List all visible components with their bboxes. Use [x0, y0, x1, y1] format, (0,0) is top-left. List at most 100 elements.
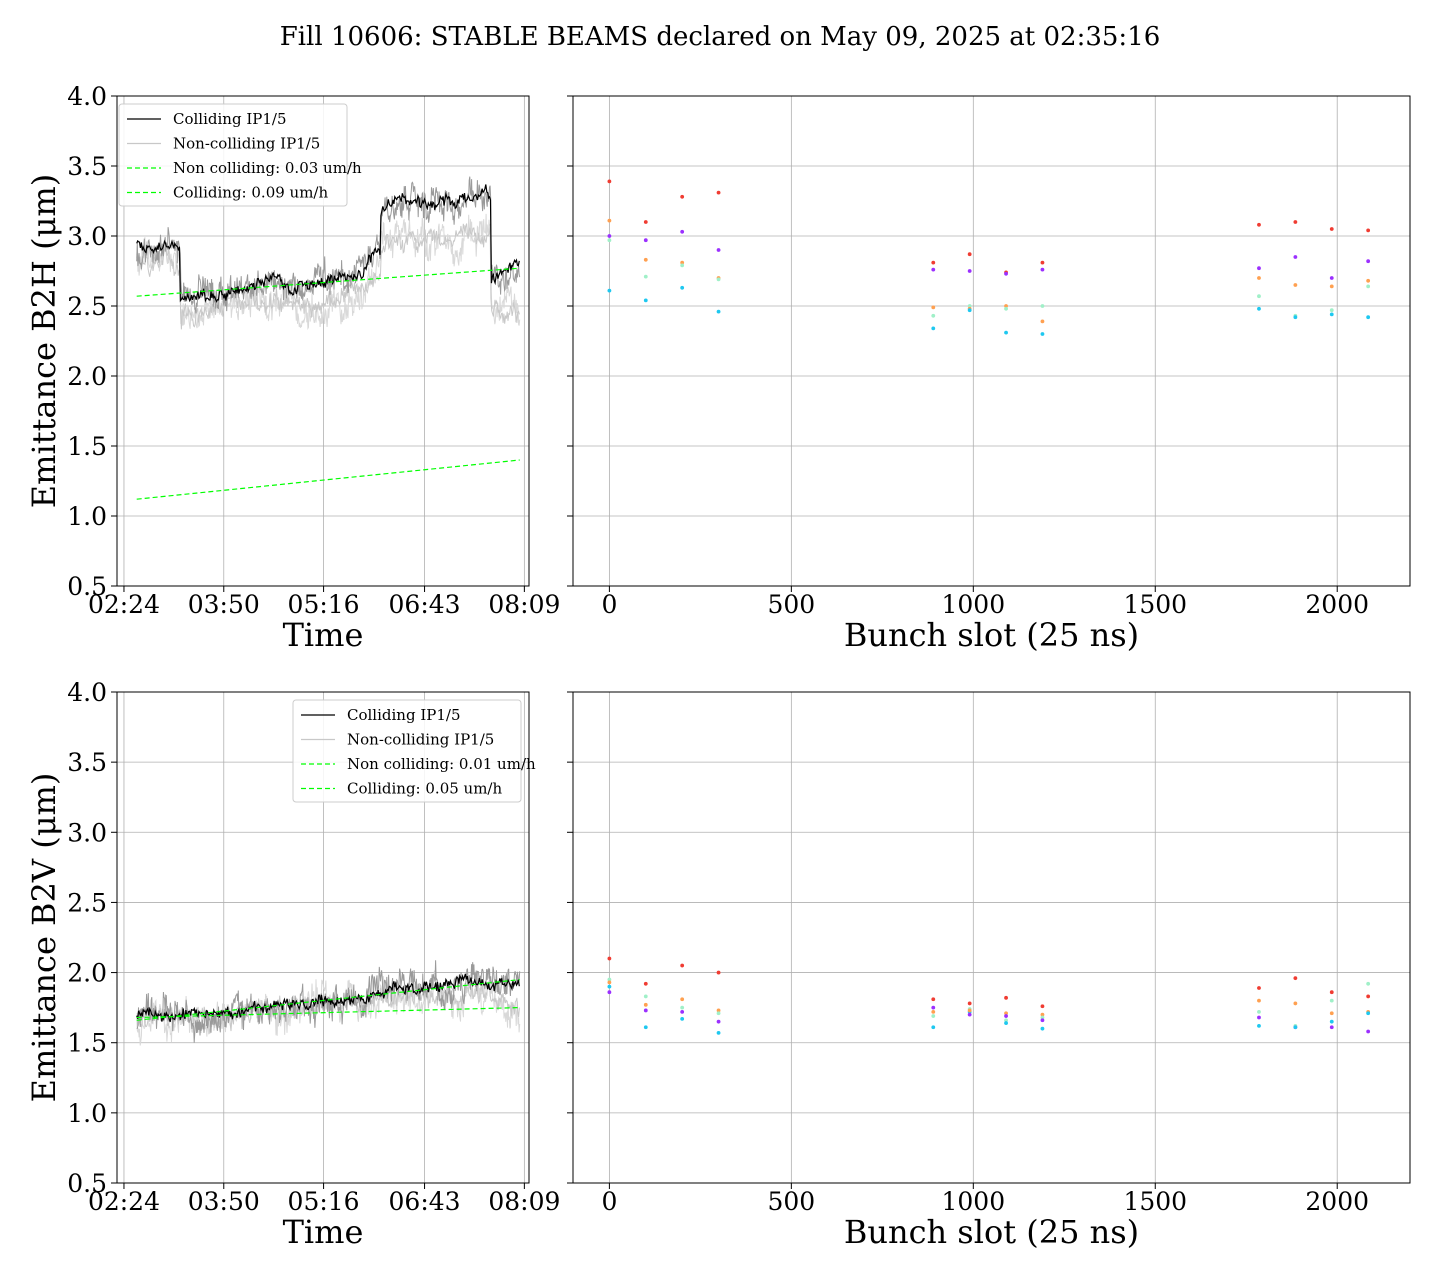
- b2v_bunch-point: [1004, 1011, 1008, 1016]
- b2h_bunch-point: [607, 238, 612, 243]
- b2h_time-fit-line-2: [136, 267, 520, 297]
- b2h_bunch-point: [1257, 266, 1261, 271]
- b2h_time-ytick-label: 2.5: [67, 292, 107, 321]
- b2v_bunch-point: [680, 1005, 685, 1010]
- b2h_time-legend-label: Colliding IP1/5: [173, 110, 287, 128]
- b2h_time-ytick-label: 3.0: [67, 222, 107, 251]
- b2v_bunch-xtick-label: 0: [601, 1187, 617, 1216]
- b2v_bunch-xtick-label: 2000: [1305, 1187, 1369, 1216]
- b2h_time-ylabel: Emittance B2H (μm): [25, 174, 63, 508]
- b2v_bunch-point: [680, 963, 685, 968]
- b2v_bunch-point: [1040, 1012, 1045, 1017]
- b2v_bunch-point: [1257, 1023, 1261, 1028]
- b2h_bunch-point: [1366, 228, 1371, 233]
- b2v_bunch-point: [643, 1025, 648, 1030]
- b2v_bunch-point: [1293, 976, 1298, 981]
- b2h_bunch-point: [607, 179, 612, 184]
- b2h_bunch-point: [1293, 283, 1298, 287]
- b2v_bunch-point: [1257, 998, 1261, 1003]
- b2h_bunch-point: [1004, 330, 1008, 335]
- b2v_time-xtick-label: 02:24: [88, 1187, 160, 1216]
- b2v_time-ytick-label: 4.0: [67, 678, 107, 707]
- b2h_bunch-point: [1004, 271, 1008, 276]
- b2h_time-frame: [116, 95, 530, 587]
- b2v_bunch-point: [643, 981, 648, 986]
- b2v_time-frame: [116, 691, 530, 1184]
- b2h_time-ytick-label: 4.0: [67, 82, 107, 111]
- b2v_time-ylabel: Emittance B2V (μm): [25, 773, 63, 1103]
- b2v_time-ytick-label: 2.5: [67, 888, 107, 917]
- b2v_bunch-point: [931, 997, 936, 1002]
- b2h_bunch-point: [1040, 304, 1045, 308]
- b2h_bunch-point: [716, 248, 721, 252]
- b2v_bunch-frame: [572, 691, 1411, 1184]
- b2h_bunch-point: [1040, 260, 1045, 265]
- b2v_bunch-point: [1293, 1001, 1298, 1006]
- b2v_bunch-point: [1257, 1015, 1261, 1020]
- b2v_bunch-point: [931, 1014, 936, 1018]
- b2h_bunch-frame: [572, 95, 1411, 587]
- b2h_bunch-point: [1293, 315, 1298, 320]
- b2h_bunch-xtick-label: 1500: [1123, 590, 1187, 619]
- b2h_bunch-point: [643, 238, 648, 243]
- b2h_time-ytick-label: 3.5: [67, 152, 107, 181]
- b2v_bunch-point: [716, 1011, 721, 1016]
- figure-suptitle: Fill 10606: STABLE BEAMS declared on May…: [280, 22, 1161, 52]
- b2h_bunch-point: [1329, 284, 1334, 289]
- b2v_time-xtick-label: 03:50: [188, 1187, 260, 1216]
- b2h_bunch-point: [1293, 220, 1298, 224]
- b2v_time-colliding-band: [136, 960, 521, 1043]
- b2v_bunch-point: [1257, 1009, 1261, 1014]
- b2h_time-panel: 02:24 03:50 05:16 06:43 08:09 0.5 1.0 1.5 2.0 2.5…: [25, 82, 560, 654]
- b2v_bunch-point: [680, 1016, 685, 1021]
- b2v_bunch-point: [1040, 1018, 1045, 1023]
- b2v_bunch-point: [716, 1019, 721, 1024]
- b2v_time-ytick-label: 0.5: [67, 1169, 107, 1198]
- b2h_time-ytick-label: 0.5: [67, 572, 107, 601]
- b2h_time-noncolliding-line: [136, 223, 520, 330]
- b2h_time-legend-label: Non colliding: 0.03 um/h: [173, 159, 362, 177]
- b2h_bunch-point: [1004, 306, 1008, 311]
- b2v_bunch-point: [643, 994, 648, 999]
- b2v_bunch-point: [607, 990, 612, 995]
- b2v_bunch-point: [967, 1008, 972, 1013]
- b2h_bunch-point: [643, 274, 648, 279]
- b2v_bunch-point: [607, 956, 612, 961]
- b2v_time-ytick-label: 1.0: [67, 1099, 107, 1128]
- b2v_time-legend-label: Non colliding: 0.01 um/h: [347, 755, 536, 773]
- b2h_time-xtick-label: 02:24: [88, 590, 160, 619]
- b2h_bunch-point: [716, 190, 721, 195]
- b2v_time-ytick-label: 3.5: [67, 748, 107, 777]
- b2v_bunch-point: [607, 977, 612, 982]
- b2h_bunch-point: [967, 308, 972, 313]
- b2h_bunch-point: [931, 267, 936, 272]
- b2h_time-legend-label: Colliding: 0.09 um/h: [173, 184, 328, 202]
- b2v_bunch-point: [680, 997, 685, 1002]
- b2h_bunch-point: [1329, 276, 1334, 280]
- b2h_bunch-point: [1366, 315, 1371, 320]
- b2h_time-ytick-label: 2.0: [67, 362, 107, 391]
- b2h_bunch-xtick-label: 0: [601, 590, 617, 619]
- b2h_bunch-point: [1293, 255, 1298, 259]
- b2v_bunch-point: [1004, 995, 1008, 1000]
- b2h_bunch-point: [716, 309, 721, 314]
- b2h_bunch-xtick-label: 500: [767, 590, 815, 619]
- b2v_bunch-point: [643, 1008, 648, 1013]
- b2v_bunch-xtick-label: 500: [767, 1187, 815, 1216]
- b2h_time-colliding-line: [136, 184, 520, 303]
- b2h_bunch-point: [607, 218, 612, 223]
- b2h_bunch-point: [1257, 306, 1261, 311]
- b2v_bunch-point: [1366, 994, 1371, 999]
- b2h_bunch-point: [1040, 267, 1045, 272]
- b2v_bunch-point: [1040, 1015, 1045, 1020]
- b2v_time-xtick-label: 08:09: [488, 1187, 560, 1216]
- b2v_bunch-point: [716, 1008, 721, 1013]
- b2h_time-xtick-label: 05:16: [288, 590, 360, 619]
- b2v_time-ytick-label: 2.0: [67, 959, 107, 988]
- b2v_bunch-point: [643, 1002, 648, 1007]
- b2v_bunch-point: [931, 1025, 936, 1030]
- b2v_bunch-point: [1257, 986, 1261, 990]
- b2h_bunch-xlabel: Bunch slot (25 ns): [844, 616, 1139, 654]
- b2h_bunch-point: [643, 220, 648, 224]
- b2h_bunch-point: [1366, 259, 1371, 264]
